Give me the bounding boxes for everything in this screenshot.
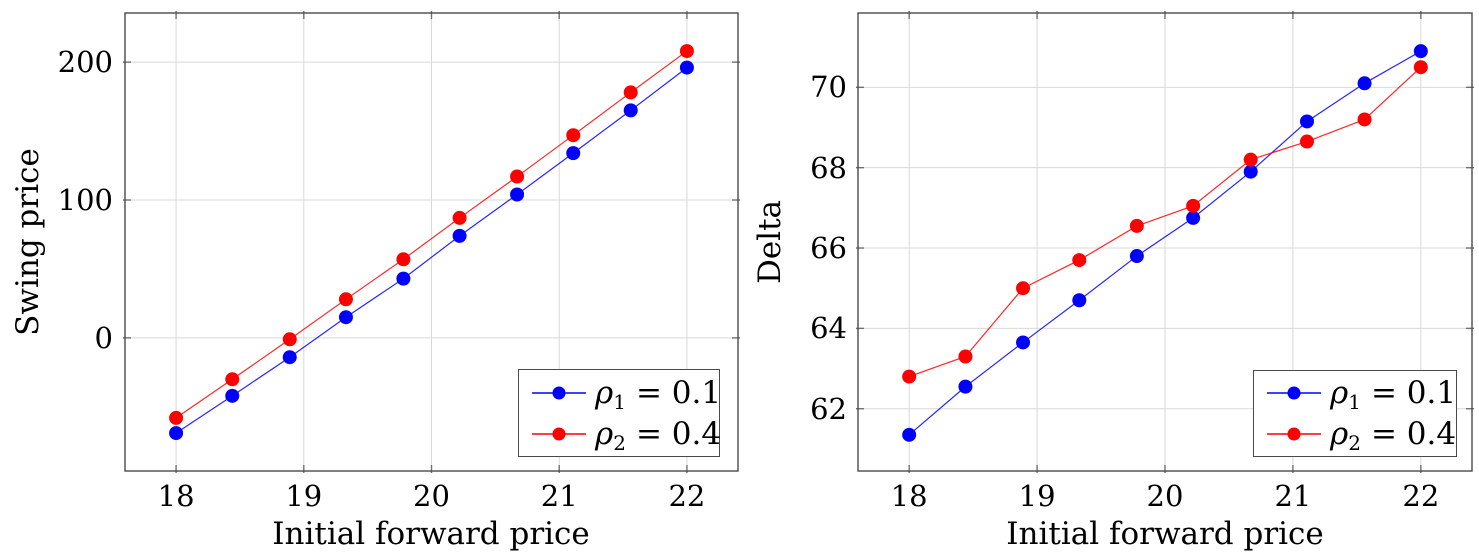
x-tick-label: 19: [1018, 479, 1056, 513]
data-point-rho2: [396, 252, 411, 267]
legend-item-rho2: ρ2 = 0.4: [531, 415, 722, 455]
x-tick-label: 21: [1274, 479, 1312, 513]
data-point-rho2: [566, 128, 581, 143]
legend-label-rho1: ρ1 = 0.1: [1330, 375, 1457, 414]
rho-subscript: 2: [1348, 431, 1361, 455]
legend-value: = 0.1: [1370, 375, 1457, 411]
rho-subscript: 1: [613, 389, 626, 414]
x-tick-label: 20: [1146, 479, 1184, 513]
data-point-rho1: [225, 388, 240, 403]
y-tick-label: 200: [57, 45, 113, 80]
legend-value: = 0.1: [635, 374, 722, 411]
plot-frame: [124, 12, 739, 472]
x-tick-label: 22: [1402, 479, 1440, 513]
data-point-rho1: [510, 187, 525, 202]
series-line-rho2: [175, 50, 688, 419]
data-point-rho1: [282, 350, 297, 365]
data-point-rho1: [169, 426, 184, 441]
y-tick-label: 70: [810, 70, 847, 105]
x-tick-label: 21: [540, 479, 578, 513]
x-tick-label: 18: [157, 479, 195, 513]
y-tick-label: 62: [810, 391, 847, 426]
data-point-rho1: [1357, 76, 1372, 91]
legend-value: = 0.4: [1370, 416, 1457, 452]
data-point-rho2: [510, 169, 525, 184]
data-point-rho2: [1129, 218, 1144, 233]
series-line-rho1: [908, 50, 1422, 436]
rho-subscript: 1: [1348, 390, 1361, 414]
legend-left: ρ1 = 0.1 ρ2 = 0.4: [518, 369, 722, 457]
y-tick-label: 68: [810, 150, 847, 185]
y-tick-label: 64: [810, 311, 847, 346]
legend-right: ρ1 = 0.1 ρ2 = 0.4: [1253, 370, 1457, 457]
data-point-rho2: [1357, 112, 1372, 127]
legend-value: = 0.4: [635, 415, 722, 452]
x-tick-label: 20: [413, 479, 450, 513]
rho-symbol: ρ: [595, 415, 614, 452]
data-point-rho2: [1299, 134, 1314, 149]
data-point-rho2: [958, 349, 973, 364]
rho-symbol: ρ: [1330, 416, 1349, 452]
rho2-line-marker-icon: [532, 427, 586, 440]
rho-symbol: ρ: [1330, 375, 1349, 411]
data-point-rho2: [1186, 198, 1201, 213]
x-tick-label: 22: [668, 479, 706, 513]
data-point-rho2: [1016, 281, 1031, 296]
y-tick-label: 100: [57, 183, 113, 217]
data-point-rho2: [1072, 253, 1087, 268]
data-point-rho1: [623, 103, 638, 118]
data-point-rho1: [902, 427, 917, 442]
data-point-rho1: [566, 146, 581, 161]
rho-subscript: 2: [613, 430, 626, 455]
y-tick-label: 0: [94, 320, 113, 355]
legend-item-rho1: ρ1 = 0.1: [531, 374, 722, 414]
legend-label-rho2: ρ2 = 0.4: [595, 415, 722, 455]
data-point-rho2: [338, 292, 353, 307]
data-point-rho2: [225, 372, 240, 387]
data-point-rho1: [679, 60, 694, 75]
plot-area-swing-price: [123, 11, 740, 473]
data-point-rho2: [169, 410, 184, 425]
data-point-rho1: [1072, 293, 1087, 308]
data-point-rho2: [679, 44, 694, 59]
x-axis-label-right: Initial forward price: [1006, 516, 1324, 552]
legend-label-rho2: ρ2 = 0.4: [1330, 416, 1457, 455]
x-tick-label: 18: [890, 479, 928, 513]
data-point-rho1: [1016, 335, 1031, 350]
data-point-rho1: [1129, 249, 1144, 264]
data-point-rho1: [1186, 210, 1201, 225]
legend-label-rho1: ρ1 = 0.1: [595, 374, 722, 414]
data-point-rho2: [623, 85, 638, 100]
data-point-rho1: [338, 310, 353, 325]
data-point-rho1: [1413, 44, 1428, 59]
rho2-line-marker-icon: [1267, 427, 1321, 441]
data-point-rho1: [396, 271, 411, 286]
data-point-rho1: [958, 379, 973, 394]
x-axis-label-left: Initial forward price: [272, 516, 590, 552]
data-point-rho2: [452, 210, 467, 225]
plot-frame: [857, 12, 1473, 472]
rho1-line-marker-icon: [1267, 386, 1321, 400]
data-point-rho1: [1299, 114, 1314, 129]
data-point-rho1: [1243, 164, 1258, 179]
legend-item-rho2: ρ2 = 0.4: [1266, 416, 1457, 455]
x-tick-label: 19: [285, 479, 323, 513]
plot-area-delta: [856, 11, 1474, 473]
data-point-rho2: [1413, 60, 1428, 75]
series-line-rho2: [908, 66, 1422, 378]
legend-item-rho1: ρ1 = 0.1: [1266, 375, 1457, 414]
y-tick-label: 66: [810, 231, 847, 266]
data-point-rho1: [452, 228, 467, 243]
series-line-rho1: [175, 67, 688, 434]
rho1-line-marker-icon: [532, 386, 586, 399]
data-point-rho2: [902, 369, 917, 384]
rho-symbol: ρ: [595, 374, 614, 411]
data-point-rho2: [1243, 152, 1258, 167]
data-point-rho2: [282, 332, 297, 347]
